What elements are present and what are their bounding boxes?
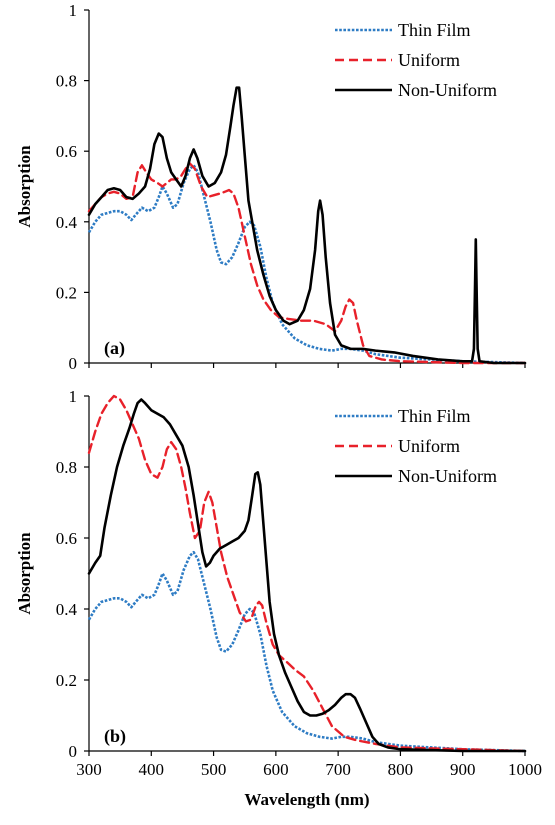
x-tick-label: 400 (139, 760, 165, 779)
x-axis-label: Wavelength (nm) (244, 790, 369, 809)
x-tick-label: 300 (76, 760, 102, 779)
series-line-non-uniform (87, 398, 527, 753)
panel-label: (b) (104, 726, 126, 747)
y-tick-label: 1 (69, 387, 78, 406)
x-tick-label: 1000 (508, 760, 542, 779)
panel-b: 0 0.2 0.4 0.6 0.8 1 300 400 500 600 700 800 900 1000 A… (15, 387, 542, 809)
y-tick-label: 1 (69, 1, 78, 20)
series-line-uniform (87, 162, 527, 365)
x-tick-label: 700 (325, 760, 351, 779)
legend-label: Thin Film (398, 406, 471, 426)
panel-a: 0 0.2 0.4 0.6 0.8 1 Absorption Thin Film Uniform… (15, 1, 527, 373)
y-tick-label: 0.6 (56, 529, 77, 548)
legend-label: Non-Uniform (398, 80, 497, 100)
legend-label: Uniform (398, 50, 460, 70)
x-tick-label: 600 (263, 760, 289, 779)
y-axis-label: Absorption (15, 532, 34, 615)
y-tick-label: 0 (69, 354, 78, 373)
panel-label: (a) (104, 338, 125, 359)
y-tick-label: 0.8 (56, 72, 77, 91)
y-tick-label: 0.2 (56, 283, 77, 302)
y-tick-label: 0 (69, 742, 78, 761)
legend-label: Thin Film (398, 20, 471, 40)
x-tick-label: 500 (201, 760, 227, 779)
y-tick-label: 0.2 (56, 671, 77, 690)
y-tick-label: 0.4 (56, 600, 78, 619)
legend-label: Non-Uniform (398, 466, 497, 486)
x-tick-label: 900 (450, 760, 476, 779)
x-tick-label: 800 (388, 760, 414, 779)
legend-label: Uniform (398, 436, 460, 456)
series-line-thin-film (87, 550, 526, 753)
y-tick-label: 0.6 (56, 142, 77, 161)
legend: Thin Film Uniform Non-Uniform (335, 406, 497, 486)
y-tick-label: 0.4 (56, 213, 78, 232)
series-line-non-uniform (87, 86, 527, 365)
y-axis-label: Absorption (15, 145, 34, 228)
legend: Thin Film Uniform Non-Uniform (335, 20, 497, 100)
series-line-thin-film (87, 164, 526, 365)
y-tick-label: 0.8 (56, 458, 77, 477)
series-line-uniform (87, 394, 527, 753)
